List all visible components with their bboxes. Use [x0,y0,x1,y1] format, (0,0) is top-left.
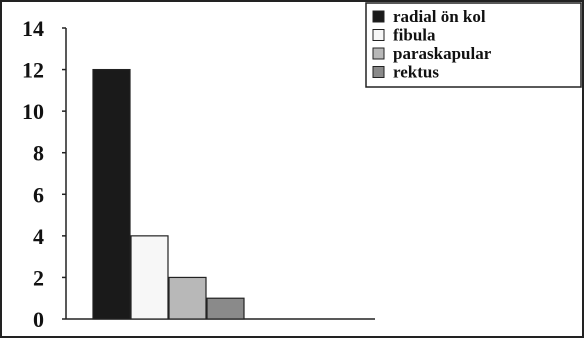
legend-swatch [372,66,385,78]
legend-label: radial ön kol [393,7,486,26]
y-tick-label: 0 [33,307,44,332]
legend-box [365,2,582,88]
bar [168,276,207,320]
bars [92,68,245,320]
y-tick-label: 10 [22,99,44,124]
bar [130,235,169,320]
bar [92,68,131,320]
legend-swatch [372,10,385,23]
y-tick-label: 12 [22,58,44,83]
y-tick-label: 6 [33,182,44,207]
y-tick-label: 14 [22,16,44,41]
legend-swatch [372,47,385,60]
legend-label: paraskapular [393,44,492,63]
legend-swatch [372,29,385,41]
legend-label: fibula [393,26,436,45]
legend-label: rektus [393,63,439,82]
bar [206,297,245,320]
y-tick-label: 2 [33,265,44,290]
y-tick-label: 8 [33,141,44,166]
y-tick-label: 4 [33,224,44,249]
